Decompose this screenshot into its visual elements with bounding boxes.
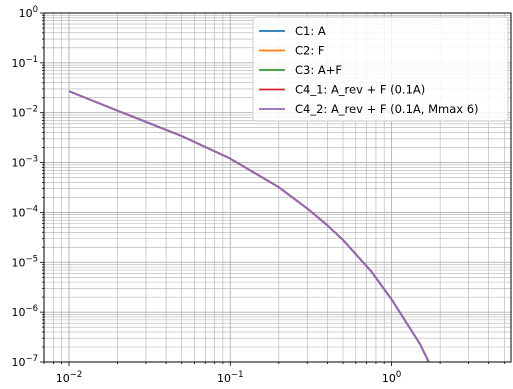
legend-label: C3: A+F bbox=[295, 63, 342, 77]
y-tick-label: 10−3 bbox=[11, 155, 38, 170]
y-tick-label: 10−2 bbox=[11, 105, 38, 120]
legend-label: C4_1: A_rev + F (0.1A) bbox=[295, 83, 425, 97]
x-axis-tick-labels: 10−2 10−1 100 bbox=[56, 370, 402, 385]
y-tick-label: 10−5 bbox=[11, 254, 38, 269]
legend-label: C1: A bbox=[295, 24, 326, 38]
y-tick-label: 10−1 bbox=[11, 55, 38, 70]
series-line-5 bbox=[68, 90, 430, 363]
y-axis-tick-labels: 100 10−1 10−2 10−3 10−4 10−5 10−6 10−7 bbox=[11, 5, 38, 369]
legend-label: C2: F bbox=[295, 44, 325, 58]
legend-label: C4_2: A_rev + F (0.1A, Mmax 6) bbox=[295, 102, 479, 116]
axis-ticks bbox=[40, 12, 505, 366]
series-lines bbox=[68, 90, 430, 363]
y-tick-label: 10−7 bbox=[11, 354, 38, 369]
y-tick-label: 10−6 bbox=[11, 304, 38, 319]
plot-frame bbox=[43, 12, 512, 363]
y-tick-label: 100 bbox=[19, 5, 38, 20]
y-tick-label: 10−4 bbox=[11, 204, 38, 219]
legend-box bbox=[252, 16, 509, 122]
x-tick-label: 10−1 bbox=[217, 370, 244, 385]
legend: C1: A C2: F C3: A+F C4_1: A_rev + F (0.1A) C… bbox=[252, 16, 509, 122]
x-tick-label: 100 bbox=[382, 370, 401, 385]
x-tick-label: 10−2 bbox=[56, 370, 83, 385]
